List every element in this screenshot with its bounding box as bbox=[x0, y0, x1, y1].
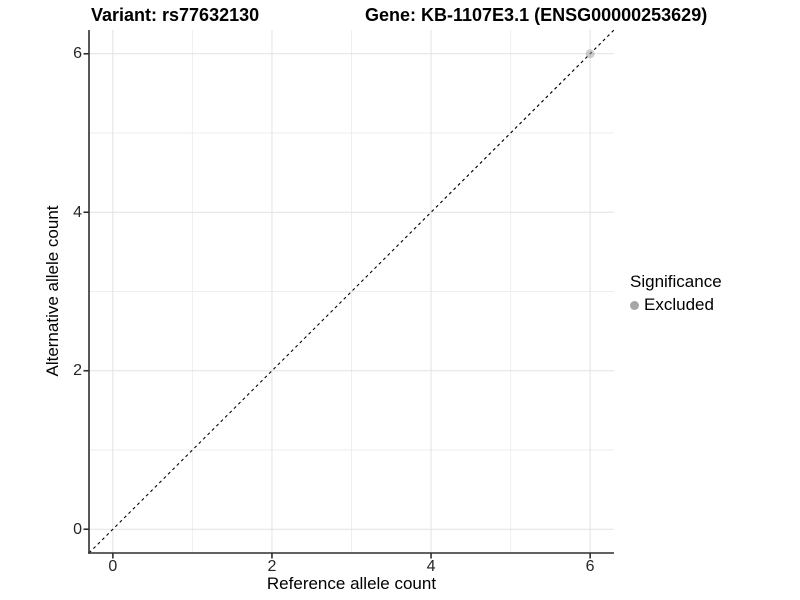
data-point bbox=[585, 49, 595, 59]
legend-item-excluded: Excluded bbox=[630, 295, 722, 315]
legend-title: Significance bbox=[630, 272, 722, 291]
y-tick-label: 6 bbox=[73, 45, 82, 63]
y-tick-label: 0 bbox=[73, 520, 82, 538]
x-tick-label: 2 bbox=[267, 558, 277, 575]
legend: Significance Excluded bbox=[630, 272, 722, 315]
x-tick-label: 0 bbox=[108, 558, 118, 575]
x-axis-title: Reference allele count bbox=[266, 574, 437, 593]
y-tick-label: 4 bbox=[73, 203, 82, 221]
gene-title: Gene: KB-1107E3.1 (ENSG00000253629) bbox=[365, 5, 708, 25]
x-tick-label: 4 bbox=[426, 558, 436, 575]
y-axis-title: Alternative allele count bbox=[43, 205, 62, 377]
y-tick-label: 2 bbox=[73, 362, 82, 380]
legend-point-icon bbox=[630, 300, 639, 310]
x-tick-label: 6 bbox=[585, 558, 595, 575]
variant-title: Variant: rs77632130 bbox=[91, 5, 260, 25]
legend-item-label: Excluded bbox=[644, 295, 714, 314]
